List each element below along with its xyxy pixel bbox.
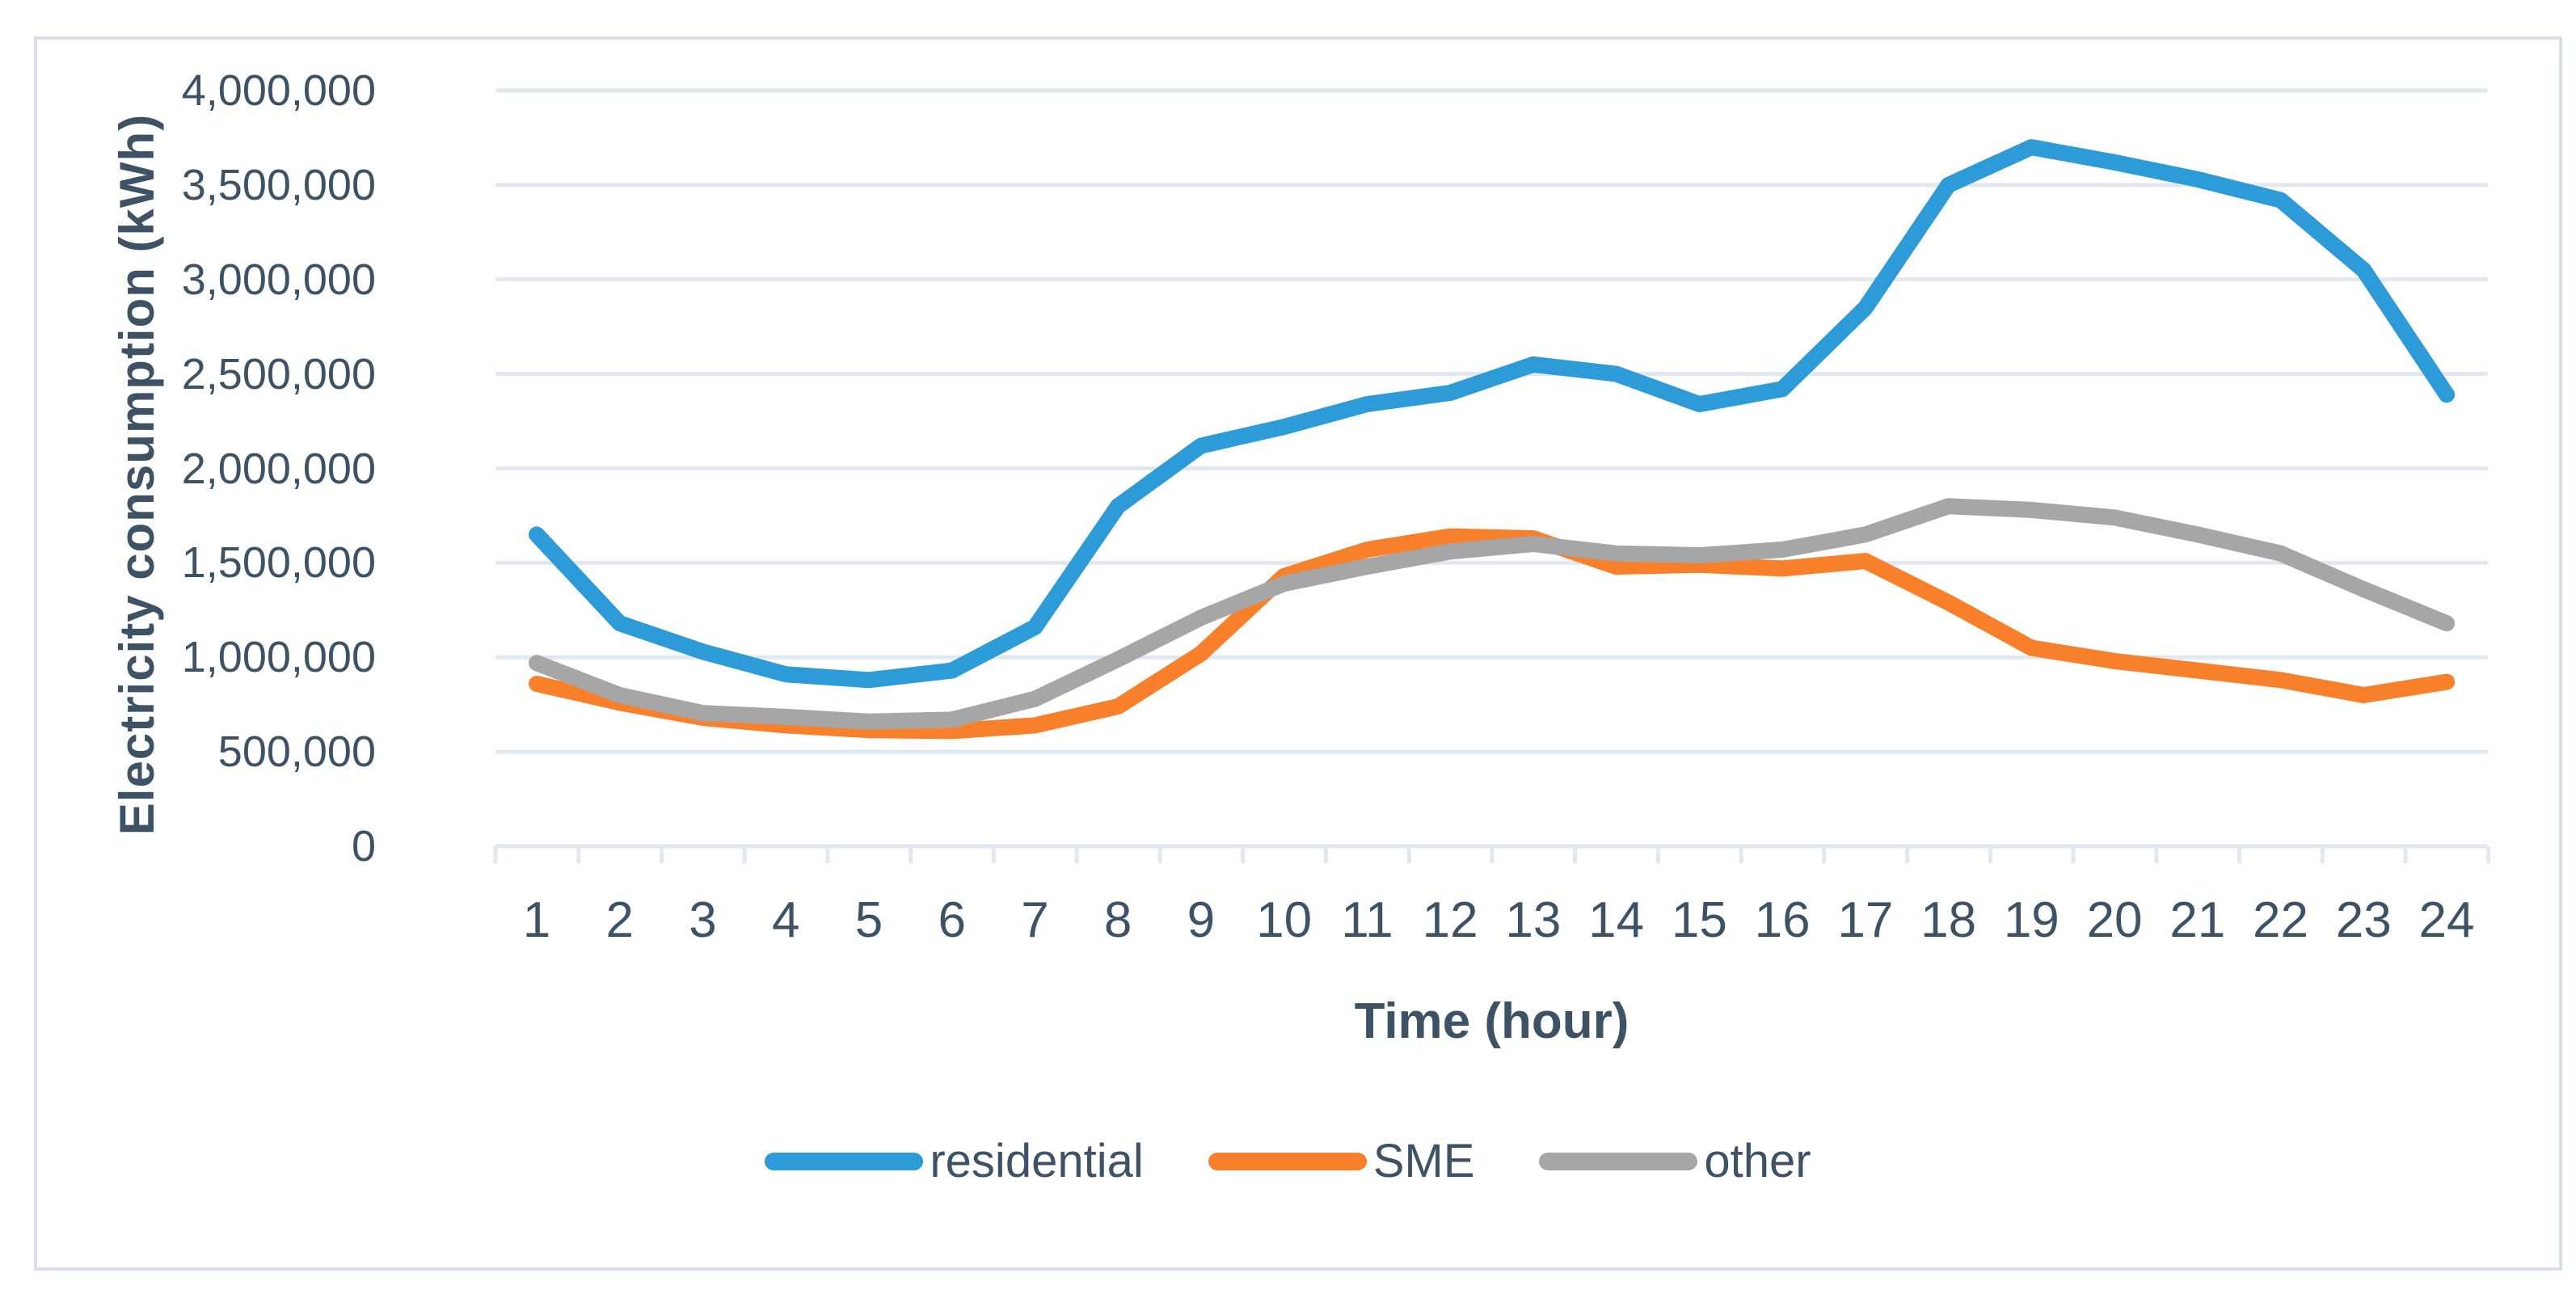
legend-item-SME: SME [1208,1135,1475,1187]
x-tick-label: 3 [689,892,717,948]
x-tick-label: 20 [2086,892,2143,948]
legend-swatch-other-icon [1539,1153,1698,1170]
y-tick-label: 0 [351,822,376,871]
legend-item-residential: residential [765,1135,1144,1187]
series-line-SME [529,528,2456,740]
y-axis-title: Electricity consumption (kWh) [110,113,164,836]
x-tick-label: 5 [854,892,883,948]
x-tick-label: 19 [2003,892,2060,948]
x-tick-label: 2 [605,892,634,948]
legend-item-other: other [1539,1138,1811,1185]
legend-label: residential [930,1135,1144,1187]
x-axis-title: Time (hour) [1354,993,1629,1049]
x-tick-label: 24 [2418,892,2475,948]
x-tick-label: 6 [938,892,966,948]
x-tick-label: 23 [2335,892,2392,948]
legend: residential SME other [0,1138,2576,1185]
x-tick-label: 21 [2169,892,2226,948]
x-tick-label: 12 [1422,892,1478,948]
y-tick-label: 500,000 [217,727,376,777]
series-line-residential [529,139,2456,689]
y-tick-label: 1,000,000 [181,633,376,682]
x-tick-label: 11 [1341,892,1393,948]
y-tick-label: 3,500,000 [181,160,376,209]
x-tick-label: 1 [522,892,551,948]
legend-swatch-SME-icon [1208,1153,1367,1170]
x-tick-label: 14 [1588,892,1645,948]
y-tick-label: 3,000,000 [181,255,376,304]
chart-outer-border [34,36,2562,1271]
series-line-other [529,498,2456,730]
y-tick-label: 4,000,000 [181,66,376,115]
legend-label: SME [1372,1135,1475,1187]
x-tick-label: 7 [1021,892,1049,948]
legend-label: other [1704,1135,1811,1187]
x-tick-label: 17 [1837,892,1894,948]
x-tick-label: 9 [1187,892,1216,948]
x-tick-label: 10 [1256,892,1313,948]
y-tick-label: 2,000,000 [181,444,376,493]
y-tick-label: 1,500,000 [181,538,376,588]
x-tick-label: 16 [1754,892,1811,948]
x-tick-label: 8 [1103,892,1132,948]
x-tick-label: 13 [1505,892,1562,948]
x-tick-label: 22 [2253,892,2309,948]
legend-swatch-residential-icon [765,1153,924,1170]
x-tick-label: 4 [771,892,800,948]
x-tick-label: 15 [1671,892,1727,948]
x-tick-label: 18 [1920,892,1977,948]
y-tick-label: 2,500,000 [181,349,376,398]
